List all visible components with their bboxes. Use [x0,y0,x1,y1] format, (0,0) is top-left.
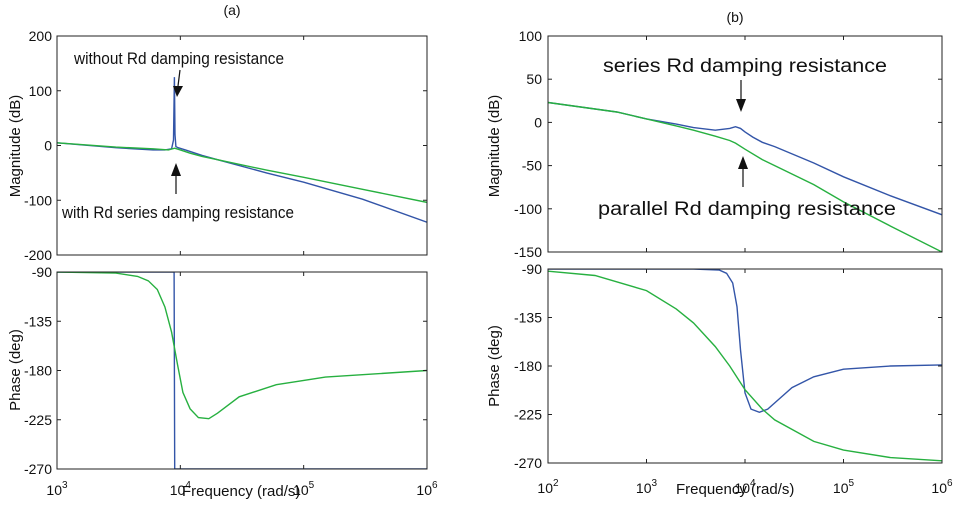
ytick-label: -100 [514,201,542,217]
panel-b-phase-xticks: 102 103 104 105 106 [537,269,953,496]
series-line-b-ph-blue [548,269,942,414]
panel-b-phase: -270 -225 -180 -135 -90 102 103 104 105 106 Phas… [486,261,953,498]
panel-a-phase-frame [56,271,428,470]
panel-a-phase-xticks: 103 104 105 106 [46,272,438,498]
ytick-label: -200 [24,247,52,263]
annotation-with-rd-series: with Rd series damping resistance [61,203,294,222]
arrow-series-rd [736,80,746,112]
panel-a-phase-curves [57,272,427,469]
ytick-label: -225 [514,407,542,423]
ytick-label: 0 [44,138,52,154]
ytick-label: 100 [519,28,543,44]
ytick-label: -150 [514,244,542,260]
ytick-label: -100 [24,192,52,208]
series-line-b-ph-green [548,270,942,462]
panel-b-magnitude-ylabel: Magnitude (dB) [486,95,503,198]
xtick-label: 106 [931,478,953,496]
xtick-label: 106 [416,480,438,498]
ytick-label: -270 [514,455,542,471]
panel-b-magnitude-curves [548,101,942,252]
annotation-series-rd: series Rd damping resistance [603,56,887,77]
panel-a-phase-ylabel: Phase (deg) [7,329,24,411]
panel-b-phase-curves [548,269,942,462]
ytick-label: -135 [24,313,52,329]
ytick-label: -90 [32,264,52,280]
xtick-label: 105 [833,478,855,496]
ytick-label: -50 [522,158,542,174]
xtick-label: 102 [537,478,559,496]
ytick-label: -180 [514,358,542,374]
arrow-without-rd [173,69,183,97]
xtick-label: 103 [46,480,68,498]
ytick-label: 200 [29,28,53,44]
series-line-b-mag-blue [548,101,942,216]
panel-b-magnitude: -150 -100 -50 0 50 100 Magnitude (dB) series … [486,28,943,260]
series-line-b-mag-green [548,101,942,252]
xtick-label: 103 [636,478,658,496]
annotation-without-rd: without Rd damping resistance [73,49,284,68]
annotation-parallel-rd: parallel Rd damping resistance [598,199,896,220]
ytick-label: 100 [29,83,53,99]
panel-a-magnitude-frame [56,35,428,256]
panel-a-magnitude: -200 -100 0 100 200 Magnitude (dB) without R… [7,28,428,263]
xtick-label: 104 [734,478,756,496]
ytick-label: 0 [534,114,542,130]
series-line-a-mag-blue [57,77,427,223]
arrow-with-rd [171,163,181,194]
series-line-a-ph-blue [57,272,427,469]
panel-a-magnitude-ylabel: Magnitude (dB) [7,95,24,198]
panel-a-magnitude-yticks: -200 -100 0 100 200 [24,28,427,263]
xtick-label: 104 [170,480,192,498]
series-line-a-ph-green [57,272,427,420]
panel-a-phase: -270 -225 -180 -135 -90 103 104 105 106 Phase (… [7,264,438,500]
ytick-label: -180 [24,363,52,379]
panel-b-magnitude-xtickmarks [547,36,943,252]
panel-a-xlabel: Frequency (rad/s) [182,483,300,500]
ytick-label: -270 [24,461,52,477]
panel-a-phase-yticks: -270 -225 -180 -135 -90 [24,264,427,477]
panel-b-phase-ylabel: Phase (deg) [486,325,503,407]
panel-title-b: (b) [726,9,743,25]
xtick-label: 105 [293,480,315,498]
arrow-parallel-rd [738,156,748,187]
panel-b-phase-yticks: -270 -225 -180 -135 -90 [514,261,942,471]
panel-a-magnitude-curves [57,77,427,223]
ytick-label: -135 [514,310,542,326]
panel-a-magnitude-xtickmarks [56,36,428,255]
panel-title-a: (a) [223,2,240,18]
series-line-a-mag-green [57,142,427,204]
panel-b-magnitude-yticks: -150 -100 -50 0 50 100 [514,28,942,260]
ytick-label: -225 [24,412,52,428]
panel-b-xlabel: Frequency (rad/s) [676,481,794,498]
ytick-label: 50 [526,71,542,87]
ytick-label: -90 [522,261,542,277]
